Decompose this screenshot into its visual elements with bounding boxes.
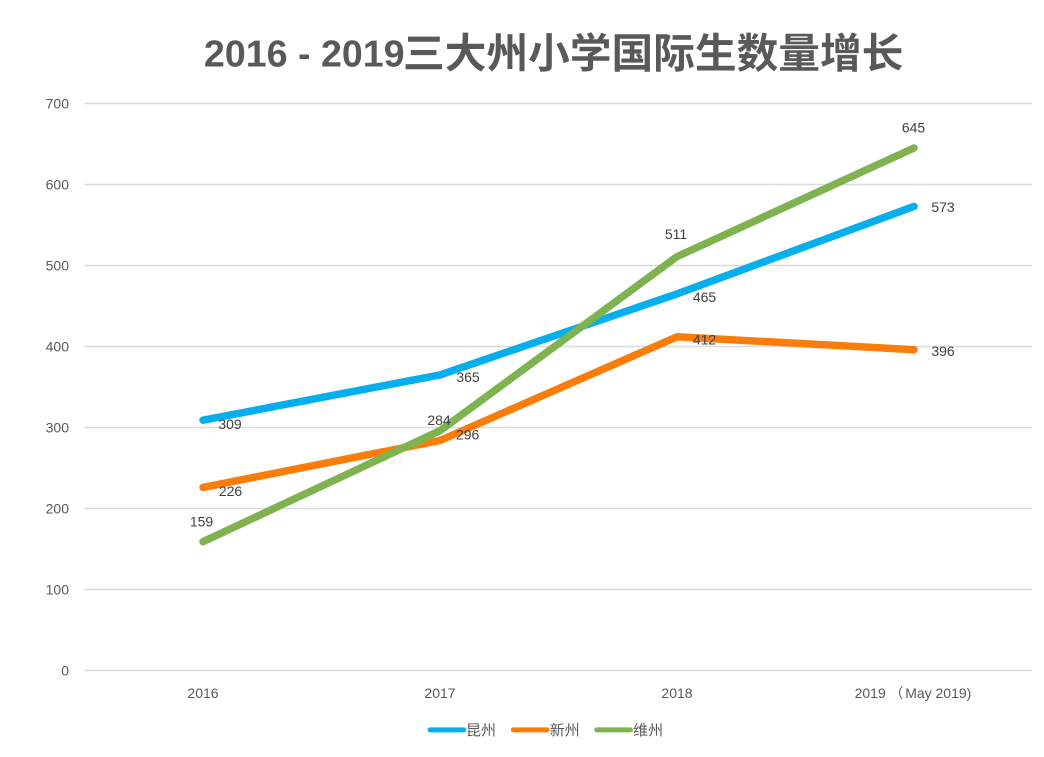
svg-text:511: 511 [665,226,688,242]
svg-text:365: 365 [456,369,480,385]
svg-text:700: 700 [46,96,70,112]
svg-text:May 2019): May 2019) [905,685,971,701]
svg-text:412: 412 [693,332,717,348]
svg-text:300: 300 [46,420,70,436]
svg-text:465: 465 [693,289,717,305]
svg-text:100: 100 [46,582,70,598]
svg-text:400: 400 [46,339,70,355]
svg-text:200: 200 [46,501,70,517]
svg-text:573: 573 [931,199,955,215]
svg-text:396: 396 [931,343,955,359]
svg-text:2017: 2017 [424,685,455,701]
svg-text:645: 645 [902,119,926,135]
svg-text:2018: 2018 [661,685,692,701]
svg-text:284: 284 [427,412,451,428]
svg-text:2016: 2016 [187,685,218,701]
svg-text:296: 296 [456,427,480,443]
svg-text:309: 309 [218,416,242,432]
svg-text:500: 500 [46,258,70,274]
svg-text:226: 226 [219,483,243,499]
svg-text:600: 600 [46,177,70,193]
svg-text:159: 159 [190,514,214,530]
svg-text:0: 0 [61,663,69,679]
svg-text:2019: 2019 [855,685,886,701]
